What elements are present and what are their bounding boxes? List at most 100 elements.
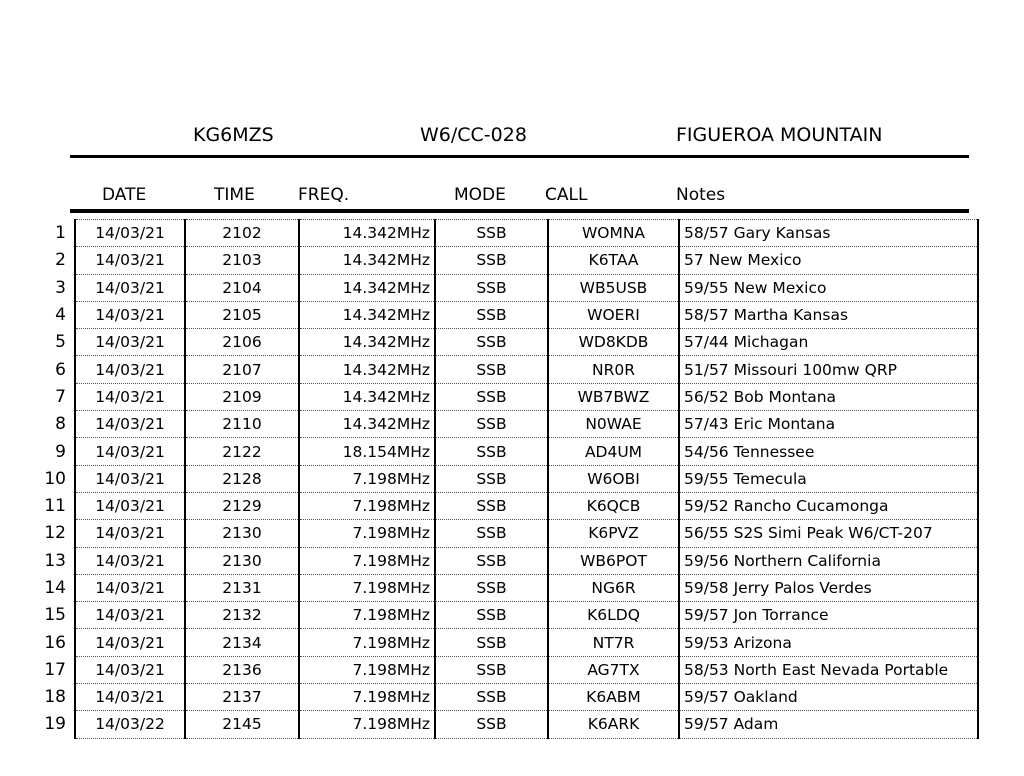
row-number: 15 <box>44 605 66 626</box>
col-time: TIME <box>214 185 255 205</box>
cell-notes: 59/58 Jerry Palos Verdes <box>678 573 979 603</box>
cell-freq: 7.198MHz <box>298 710 436 739</box>
summit-name: FIGUEROA MOUNTAIN <box>676 124 883 146</box>
cell-freq: 7.198MHz <box>298 491 436 521</box>
table-row: 18 14/03/21 2137 7.198MHz SSB K6ABM 59/57 Oakl… <box>40 683 979 712</box>
cell-date: 14/03/21 <box>74 464 186 493</box>
cell-date: 14/03/21 <box>74 546 186 575</box>
cell-call: NR0R <box>547 355 680 384</box>
table-row: 13 14/03/21 2130 7.198MHz SSB WB6POT 59/56 Nor… <box>40 546 979 575</box>
cell-mode: SSB <box>434 355 549 384</box>
log-table: 1 14/03/21 2102 14.342MHz SSB WOMNA 58/57 Gary… <box>40 218 979 739</box>
cell-time: 2122 <box>184 437 300 466</box>
cell-notes: 54/56 Tennessee <box>678 437 979 466</box>
cell-date: 14/03/21 <box>74 491 186 521</box>
cell-date: 14/03/21 <box>74 300 186 330</box>
row-number: 4 <box>55 305 66 326</box>
cell-freq: 14.342MHz <box>298 328 436 357</box>
cell-freq: 7.198MHz <box>298 628 436 657</box>
table-row: 19 14/03/22 2145 7.198MHz SSB K6ARK 59/57 Adam <box>40 710 979 739</box>
cell-date: 14/03/21 <box>74 355 186 384</box>
col-date: DATE <box>102 185 147 205</box>
cell-mode: SSB <box>434 519 549 548</box>
cell-mode: SSB <box>434 382 549 412</box>
cell-freq: 18.154MHz <box>298 437 436 466</box>
cell-date: 14/03/21 <box>74 437 186 466</box>
cell-date: 14/03/21 <box>74 273 186 302</box>
row-number: 10 <box>44 468 66 489</box>
cell-mode: SSB <box>434 683 549 712</box>
cell-date: 14/03/21 <box>74 601 186 630</box>
cell-time: 2131 <box>184 573 300 603</box>
column-header-divider <box>70 209 969 213</box>
table-row: 9 14/03/21 2122 18.154MHz SSB AD4UM 54/56 Tenn… <box>40 437 979 466</box>
header-divider <box>70 155 969 158</box>
cell-freq: 14.342MHz <box>298 246 436 275</box>
col-notes: Notes <box>676 185 726 205</box>
cell-mode: SSB <box>434 300 549 330</box>
cell-notes: 59/55 Temecula <box>678 464 979 493</box>
row-number: 8 <box>55 414 66 435</box>
cell-freq: 14.342MHz <box>298 410 436 439</box>
cell-date: 14/03/21 <box>74 573 186 603</box>
cell-mode: SSB <box>434 601 549 630</box>
table-row: 3 14/03/21 2104 14.342MHz SSB WB5USB 59/55 New… <box>40 273 979 302</box>
cell-call: K6ABM <box>547 683 680 712</box>
cell-time: 2102 <box>184 218 300 248</box>
cell-notes: 56/55 S2S Simi Peak W6/CT-207 <box>678 519 979 548</box>
row-number: 18 <box>44 687 66 708</box>
cell-freq: 14.342MHz <box>298 382 436 412</box>
cell-time: 2145 <box>184 710 300 739</box>
table-row: 17 14/03/21 2136 7.198MHz SSB AG7TX 58/53 Nort… <box>40 655 979 685</box>
cell-time: 2109 <box>184 382 300 412</box>
table-row: 16 14/03/21 2134 7.198MHz SSB NT7R 59/53 Arizo… <box>40 628 979 657</box>
cell-time: 2103 <box>184 246 300 275</box>
cell-notes: 58/57 Gary Kansas <box>678 218 979 248</box>
row-number: 3 <box>55 277 66 298</box>
table-row: 15 14/03/21 2132 7.198MHz SSB K6LDQ 59/57 Jon … <box>40 601 979 630</box>
cell-mode: SSB <box>434 546 549 575</box>
cell-call: K6PVZ <box>547 519 680 548</box>
col-freq: FREQ. <box>298 185 350 205</box>
row-number: 5 <box>55 332 66 353</box>
cell-notes: 59/57 Oakland <box>678 683 979 712</box>
cell-date: 14/03/21 <box>74 246 186 275</box>
cell-time: 2136 <box>184 655 300 685</box>
summit-reference: W6/CC-028 <box>420 124 527 146</box>
cell-mode: SSB <box>434 410 549 439</box>
cell-time: 2105 <box>184 300 300 330</box>
cell-freq: 14.342MHz <box>298 273 436 302</box>
cell-time: 2106 <box>184 328 300 357</box>
cell-call: AD4UM <box>547 437 680 466</box>
cell-call: WB6POT <box>547 546 680 575</box>
cell-notes: 59/55 New Mexico <box>678 273 979 302</box>
cell-date: 14/03/21 <box>74 628 186 657</box>
cell-date: 14/03/21 <box>74 328 186 357</box>
col-call: CALL <box>545 185 588 205</box>
cell-notes: 51/57 Missouri 100mw QRP <box>678 355 979 384</box>
cell-time: 2130 <box>184 519 300 548</box>
table-row: 12 14/03/21 2130 7.198MHz SSB K6PVZ 56/55 S2S … <box>40 519 979 548</box>
cell-date: 14/03/21 <box>74 655 186 685</box>
cell-call: WD8KDB <box>547 328 680 357</box>
table-row: 4 14/03/21 2105 14.342MHz SSB WOERI 58/57 Mart… <box>40 300 979 330</box>
cell-call: WOERI <box>547 300 680 330</box>
cell-time: 2128 <box>184 464 300 493</box>
table-row: 11 14/03/21 2129 7.198MHz SSB K6QCB 59/52 Ranc… <box>40 491 979 521</box>
cell-freq: 7.198MHz <box>298 573 436 603</box>
row-number: 16 <box>44 632 66 653</box>
cell-time: 2129 <box>184 491 300 521</box>
cell-notes: 59/53 Arizona <box>678 628 979 657</box>
cell-call: NG6R <box>547 573 680 603</box>
cell-call: WB5USB <box>547 273 680 302</box>
cell-mode: SSB <box>434 218 549 248</box>
table-row: 1 14/03/21 2102 14.342MHz SSB WOMNA 58/57 Gary… <box>40 218 979 248</box>
cell-notes: 56/52 Bob Montana <box>678 382 979 412</box>
cell-freq: 7.198MHz <box>298 546 436 575</box>
cell-notes: 57/44 Michagan <box>678 328 979 357</box>
cell-freq: 14.342MHz <box>298 355 436 384</box>
row-number: 19 <box>44 714 66 735</box>
row-number: 12 <box>44 523 66 544</box>
cell-mode: SSB <box>434 464 549 493</box>
row-number: 7 <box>55 386 66 407</box>
